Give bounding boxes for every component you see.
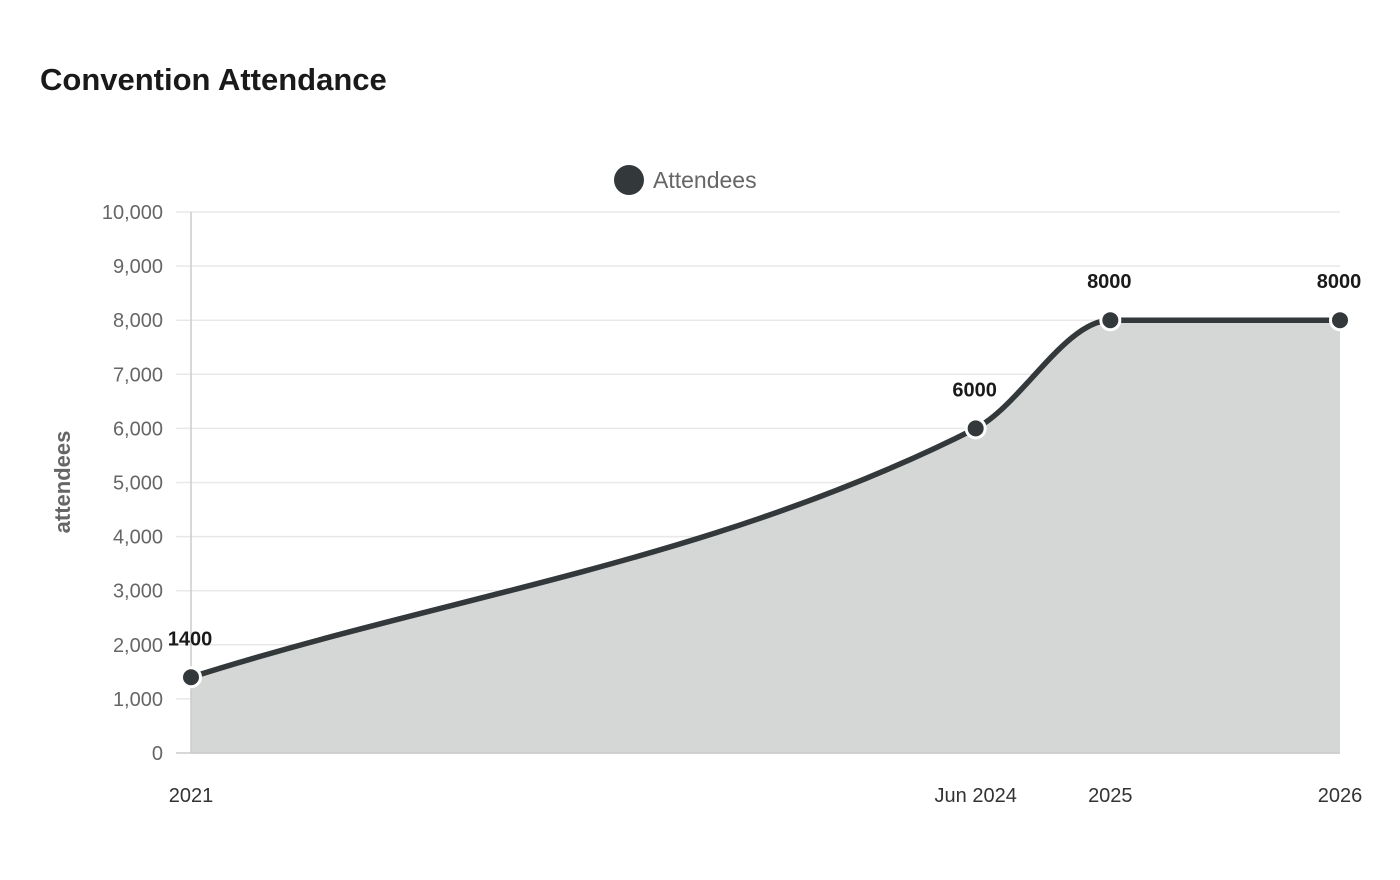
data-point[interactable] (180, 666, 202, 689)
data-labels: 1400 6000 8000 8000 (168, 271, 1362, 650)
x-tick-label: 2021 (169, 785, 214, 807)
y-tick-label: 2,000 (113, 635, 163, 657)
y-axis-title: attendees (50, 431, 75, 534)
data-point[interactable] (1099, 309, 1122, 332)
series-area-fill (191, 320, 1340, 753)
x-tick-label: 2025 (1088, 785, 1133, 807)
data-points (180, 309, 1351, 689)
data-point[interactable] (964, 417, 987, 440)
x-tick-label: 2026 (1318, 785, 1363, 807)
legend-label-attendees: Attendees (653, 167, 757, 193)
y-tick-label: 6,000 (113, 418, 163, 440)
data-label: 8000 (1317, 271, 1362, 293)
y-tick-label: 1,000 (113, 689, 163, 711)
x-tick-label: Jun 2024 (935, 785, 1017, 807)
data-label: 6000 (952, 379, 997, 401)
y-tick-label: 10,000 (102, 202, 163, 224)
data-label: 1400 (168, 628, 213, 650)
chart-title: Convention Attendance (40, 62, 387, 97)
y-tick-label: 8,000 (113, 310, 163, 332)
data-point[interactable] (1329, 309, 1351, 332)
data-label: 8000 (1087, 271, 1132, 293)
y-tick-label: 4,000 (113, 527, 163, 549)
y-tick-label: 5,000 (113, 473, 163, 495)
legend[interactable]: Attendees (614, 165, 757, 195)
y-axis-ticks: 0 1,000 2,000 3,000 4,000 5,000 6,000 7,000 8,00… (102, 202, 163, 765)
axes (190, 212, 1340, 754)
x-axis-ticks: 2021 Jun 2024 2025 2026 (169, 785, 1363, 807)
y-tick-label: 3,000 (113, 581, 163, 603)
legend-marker-attendees (614, 165, 644, 195)
y-tick-label: 9,000 (113, 256, 163, 278)
y-tick-label: 0 (152, 743, 163, 765)
y-tick-label: 7,000 (113, 364, 163, 386)
